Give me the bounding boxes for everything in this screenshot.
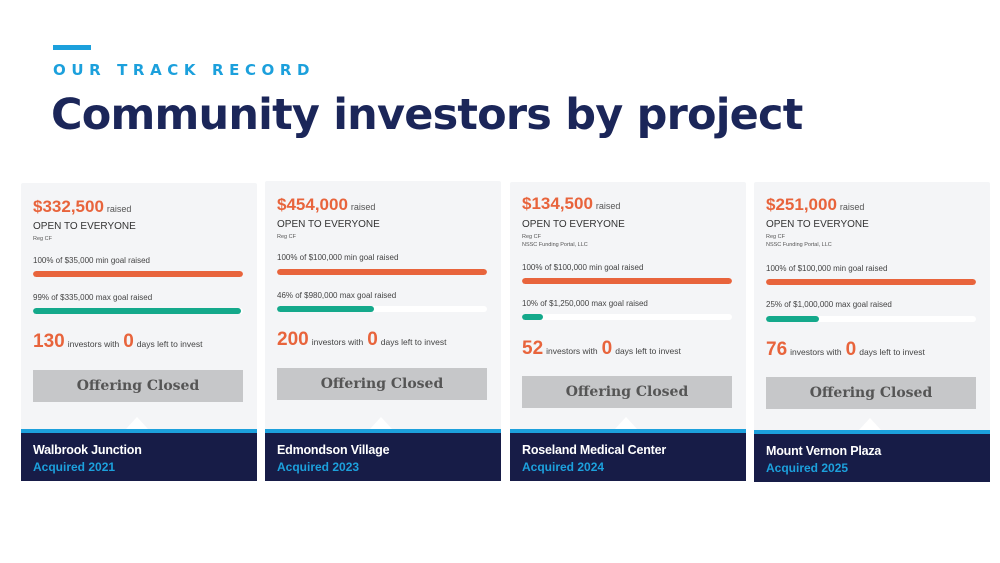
investors-label: investors with <box>67 339 120 349</box>
project-name: Mount Vernon Plaza <box>766 444 882 458</box>
raised-label: raised <box>106 204 132 214</box>
min-goal-progress <box>277 269 487 275</box>
days-left-label: days left to invest <box>136 339 203 349</box>
regulation-label: NSSC Funding Portal, LLC <box>766 242 832 248</box>
max-goal-progress-fill <box>277 306 374 312</box>
min-goal-progress-fill <box>277 269 487 275</box>
max-goal-progress-fill <box>522 314 543 320</box>
regulation-label: Reg CF <box>277 234 296 240</box>
card-body: $251,000 raised OPEN TO EVERYONE Reg CF NSSC… <box>754 182 990 430</box>
acquired-year: Acquired 2024 <box>522 460 605 474</box>
max-goal-text: 99% of $335,000 max goal raised <box>33 293 153 302</box>
page-title: Community investors by project <box>51 90 803 140</box>
project-name: Edmondson Village <box>277 443 390 457</box>
min-goal-text: 100% of $100,000 min goal raised <box>277 253 399 262</box>
min-goal-text: 100% of $35,000 min goal raised <box>33 256 150 265</box>
days-left-count: 0 <box>367 329 378 350</box>
acquired-year: Acquired 2021 <box>33 460 116 474</box>
max-goal-text: 10% of $1,250,000 max goal raised <box>522 299 648 308</box>
acquired-year: Acquired 2023 <box>277 460 360 474</box>
raised-amount: $454,000 raised <box>277 195 375 215</box>
offering-closed-button[interactable]: Offering Closed <box>766 377 976 409</box>
raised-amount: $134,500 raised <box>522 194 620 214</box>
min-goal-text: 100% of $100,000 min goal raised <box>522 263 644 272</box>
card-pointer <box>615 417 637 429</box>
open-to-everyone-label: OPEN TO EVERYONE <box>277 219 380 230</box>
project-footer: Walbrook Junction Acquired 2021 <box>21 429 257 481</box>
investor-count: 200 <box>277 329 309 350</box>
offering-closed-button[interactable]: Offering Closed <box>277 368 487 400</box>
project-card: $134,500 raised OPEN TO EVERYONE Reg CF NSSC… <box>510 182 746 481</box>
raised-label: raised <box>839 202 865 212</box>
days-left-label: days left to invest <box>859 347 925 357</box>
investor-count: 130 <box>33 331 65 352</box>
open-to-everyone-label: OPEN TO EVERYONE <box>766 219 869 230</box>
amount-value: $454,000 <box>277 195 348 214</box>
investors-summary: 200 investors with 0 days left to invest <box>277 329 446 351</box>
raised-label: raised <box>595 201 621 211</box>
card-body: $454,000 raised OPEN TO EVERYONE Reg CF 100%… <box>265 181 501 429</box>
days-left-count: 0 <box>601 338 613 359</box>
max-goal-text: 46% of $980,000 max goal raised <box>277 291 397 300</box>
section-eyebrow: OUR TRACK RECORD <box>53 61 316 79</box>
regulation-label: Reg CF <box>33 236 52 242</box>
open-to-everyone-label: OPEN TO EVERYONE <box>522 219 625 230</box>
accent-bar <box>53 45 91 50</box>
max-goal-progress-fill <box>33 308 241 314</box>
min-goal-progress-fill <box>522 278 732 284</box>
days-left-count: 0 <box>123 331 134 352</box>
amount-value: $251,000 <box>766 195 837 214</box>
max-goal-progress <box>33 308 243 314</box>
min-goal-progress-fill <box>766 279 976 285</box>
investor-count: 76 <box>766 339 788 360</box>
investors-label: investors with <box>546 346 598 356</box>
card-pointer <box>859 418 881 430</box>
days-left-label: days left to invest <box>380 337 447 347</box>
investors-summary: 52 investors with 0 days left to invest <box>522 338 681 360</box>
min-goal-progress <box>522 278 732 284</box>
project-footer: Mount Vernon Plaza Acquired 2025 <box>754 430 990 482</box>
project-card: $251,000 raised OPEN TO EVERYONE Reg CF NSSC… <box>754 182 990 482</box>
min-goal-text: 100% of $100,000 min goal raised <box>766 264 888 273</box>
raised-label: raised <box>350 202 376 212</box>
card-body: $134,500 raised OPEN TO EVERYONE Reg CF NSSC… <box>510 182 746 429</box>
days-left-count: 0 <box>845 339 857 360</box>
max-goal-progress <box>766 316 976 322</box>
card-body: $332,500 raised OPEN TO EVERYONE Reg CF 100%… <box>21 183 257 429</box>
days-left-label: days left to invest <box>615 346 681 356</box>
project-name: Walbrook Junction <box>33 443 142 457</box>
amount-value: $134,500 <box>522 194 593 213</box>
amount-value: $332,500 <box>33 197 104 216</box>
investor-count: 52 <box>522 338 544 359</box>
project-card: $454,000 raised OPEN TO EVERYONE Reg CF 100%… <box>265 181 501 481</box>
project-footer: Roseland Medical Center Acquired 2024 <box>510 429 746 481</box>
project-footer: Edmondson Village Acquired 2023 <box>265 429 501 481</box>
regulation-label: Reg CF <box>766 234 785 240</box>
offering-closed-button[interactable]: Offering Closed <box>522 376 732 408</box>
investors-label: investors with <box>790 347 842 357</box>
card-pointer <box>126 417 148 429</box>
max-goal-progress <box>277 306 487 312</box>
regulation-label: NSSC Funding Portal, LLC <box>522 242 588 248</box>
investors-summary: 76 investors with 0 days left to invest <box>766 339 925 361</box>
raised-amount: $251,000 raised <box>766 195 864 215</box>
regulation-label: Reg CF <box>522 234 541 240</box>
investors-label: investors with <box>311 337 364 347</box>
max-goal-text: 25% of $1,000,000 max goal raised <box>766 300 892 309</box>
investors-summary: 130 investors with 0 days left to invest <box>33 331 202 353</box>
min-goal-progress <box>766 279 976 285</box>
raised-amount: $332,500 raised <box>33 197 131 217</box>
max-goal-progress-fill <box>766 316 819 322</box>
acquired-year: Acquired 2025 <box>766 461 849 475</box>
project-card: $332,500 raised OPEN TO EVERYONE Reg CF 100%… <box>21 183 257 481</box>
max-goal-progress <box>522 314 732 320</box>
card-pointer <box>370 417 392 429</box>
offering-closed-button[interactable]: Offering Closed <box>33 370 243 402</box>
min-goal-progress <box>33 271 243 277</box>
project-name: Roseland Medical Center <box>522 443 667 457</box>
min-goal-progress-fill <box>33 271 243 277</box>
open-to-everyone-label: OPEN TO EVERYONE <box>33 221 136 232</box>
